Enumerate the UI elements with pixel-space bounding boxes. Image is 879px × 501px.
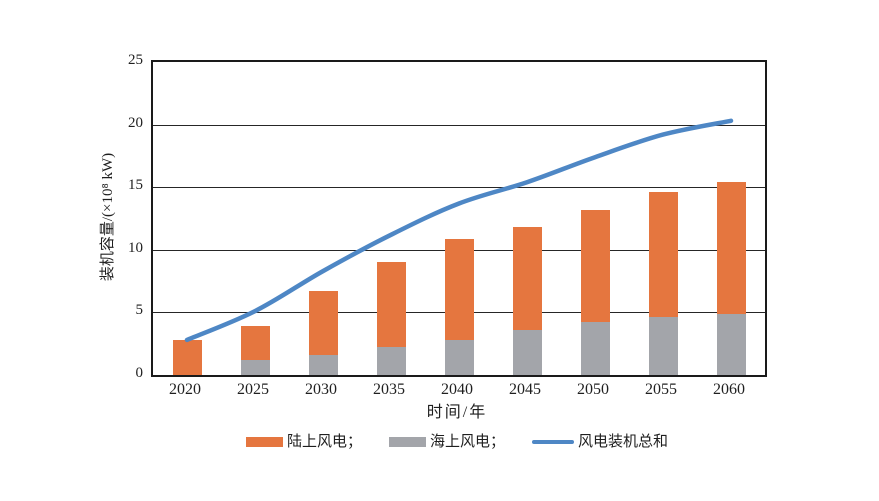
y-tick-label-25: 25 bbox=[128, 52, 143, 68]
legend-label-total: 风电装机总和 bbox=[578, 434, 669, 450]
x-axis-title: 时间/年 bbox=[426, 404, 488, 421]
bar-segment-offshore-2025 bbox=[240, 359, 270, 375]
legend-item-offshore: 海上风电； bbox=[388, 431, 505, 453]
y-tick-label-10: 10 bbox=[128, 239, 143, 256]
x-tick-label-2020: 2020 bbox=[169, 381, 201, 398]
legend-label-onshore: 陆上风电； bbox=[286, 434, 362, 450]
x-tick-label-2025: 2025 bbox=[237, 381, 269, 398]
y-tick-label-15: 15 bbox=[128, 177, 143, 194]
x-tick-label-2040: 2040 bbox=[441, 381, 473, 398]
bar-segment-offshore-2055 bbox=[648, 317, 678, 375]
bar-segment-offshore-2035 bbox=[376, 347, 406, 375]
gridline-y-20 bbox=[153, 124, 765, 126]
bar-segment-offshore-2050 bbox=[580, 322, 610, 375]
offshore-legend-swatch-icon bbox=[388, 437, 426, 447]
x-tick-label-2035: 2035 bbox=[373, 381, 405, 398]
bar-segment-offshore-2030 bbox=[308, 354, 338, 375]
bar-segment-offshore-2040 bbox=[444, 339, 474, 375]
bar-segment-onshore-2020 bbox=[172, 339, 202, 375]
onshore-legend-swatch-icon bbox=[245, 437, 283, 447]
y-tick-label-5: 5 bbox=[135, 302, 144, 319]
legend-item-total: 风电装机总和 bbox=[532, 431, 668, 453]
x-tick-label-2045: 2045 bbox=[509, 381, 541, 398]
bar-segment-offshore-2045 bbox=[512, 329, 542, 375]
y-tick-label-0: 0 bbox=[135, 365, 144, 381]
plot-area bbox=[151, 60, 767, 377]
y-tick-label-20: 20 bbox=[128, 114, 143, 131]
x-tick-label-2055: 2055 bbox=[645, 381, 677, 398]
x-tick-label-2060: 2060 bbox=[713, 381, 745, 398]
y-axis-title: 装机容量/(×10⁸ kW) bbox=[100, 152, 116, 282]
x-tick-label-2030: 2030 bbox=[305, 381, 337, 398]
gridline-y-15 bbox=[153, 187, 765, 189]
bar-segment-offshore-2060 bbox=[716, 313, 746, 375]
x-tick-label-2050: 2050 bbox=[577, 381, 609, 398]
total-line-layer bbox=[184, 118, 734, 343]
legend-item-onshore: 陆上风电； bbox=[245, 431, 362, 453]
total-capacity-line bbox=[184, 118, 734, 343]
legend-label-offshore: 海上风电； bbox=[429, 434, 505, 450]
legend: 陆上风电； 海上风电； 风电装机总和 bbox=[151, 431, 763, 453]
total-line-legend-swatch-icon bbox=[532, 440, 574, 444]
